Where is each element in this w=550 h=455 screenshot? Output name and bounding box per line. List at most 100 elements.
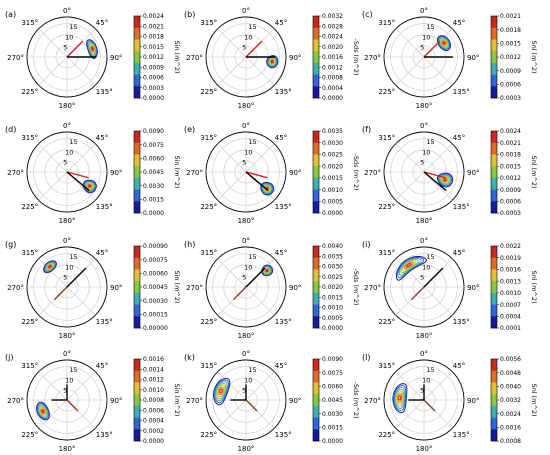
contour-level-6 (90, 45, 95, 52)
direction-tick-label: 315° (200, 134, 217, 142)
contour-level-7 (406, 263, 412, 268)
panel-label: (i) (362, 240, 370, 249)
angular-grid-line (38, 399, 68, 429)
colorbar-tick-label: 0.0015 (322, 425, 343, 432)
direction-line-1 (245, 171, 268, 179)
radial-tick-label: 10 (65, 33, 73, 41)
colorbar-tick-label: 0.0015 (322, 294, 343, 301)
direction-tick-label: 225° (378, 431, 395, 439)
radial-tick-label: 5 (242, 387, 246, 395)
radial-tick-label: 5 (420, 44, 424, 52)
colorbar-segment (491, 131, 497, 144)
contour-level-3 (439, 174, 451, 186)
colorbar-segment (491, 370, 497, 383)
colorbar-tick-label: 0.0018 (143, 34, 164, 41)
angular-grid-line (217, 371, 247, 401)
colorbar-segment (491, 281, 497, 294)
angular-grid-line (395, 56, 425, 86)
colorbar-tick-label: 0.0060 (143, 156, 164, 163)
colorbar-tick-label: 0.0000 (322, 95, 343, 102)
panel-label: (g) (5, 240, 16, 249)
colorbar-label: Sin (m^2) (173, 155, 181, 188)
colorbar-segment (313, 405, 319, 418)
colorbar-segment (134, 166, 140, 179)
colorbar-tick-label: 0.0015 (143, 197, 164, 204)
colorbar-segment (491, 201, 497, 214)
colorbar-segment (491, 429, 497, 442)
angular-grid-line (38, 171, 68, 201)
colorbar-segment (313, 86, 319, 99)
colorbar-segment (134, 142, 140, 155)
colorbar-tick-label: 0.0048 (500, 370, 521, 377)
direction-line-2 (66, 171, 90, 192)
contour-level-3 (84, 181, 95, 192)
contour-level-6 (87, 183, 92, 189)
angular-grid-line (423, 56, 453, 86)
direction-tick-label: 135° (275, 203, 292, 211)
contour-level-2 (214, 379, 229, 404)
direction-tick-label: 0° (63, 350, 71, 358)
colorbar-segment (491, 62, 497, 75)
colorbar-label: -Sds (m^2) (352, 268, 360, 305)
contour-level-1 (212, 377, 231, 406)
direction-tick-label: 90° (289, 284, 301, 292)
colorbar-segment (313, 429, 319, 442)
colorbar-tick-label: 0.0007 (500, 302, 521, 309)
direction-line-3 (66, 399, 79, 412)
colorbar-segment (491, 394, 497, 407)
colorbar-tick-label: 0.0003 (143, 85, 164, 92)
angular-grid-line (423, 371, 453, 401)
panel-a: 5 10 15 0° 45° 90° 135° 180° 225° 270° 315° (a) 0.00… (5, 7, 181, 110)
angular-grid-line (245, 286, 275, 316)
colorbar-tick-label: 0.0010 (322, 305, 343, 312)
colorbar-tick-label: 0.00060 (143, 271, 168, 278)
angular-grid-line (395, 371, 425, 401)
colorbar-segment (491, 257, 497, 270)
colorbar-label: -Sds (m^2) (352, 153, 360, 190)
direction-tick-label: 270° (7, 397, 24, 405)
panel-label: (b) (184, 10, 195, 19)
direction-tick-label: 90° (467, 397, 479, 405)
colorbar-segment (313, 269, 319, 282)
colorbar-segment (134, 359, 140, 372)
colorbar-tick-label: 0.0000 (143, 95, 164, 102)
contour-level-4 (439, 38, 449, 48)
direction-tick-label: 225° (378, 318, 395, 326)
direction-tick-label: 90° (467, 169, 479, 177)
colorbar-segment (313, 189, 319, 202)
colorbar-tick-label: 0.00090 (143, 243, 168, 250)
direction-tick-label: 90° (110, 397, 122, 405)
colorbar-label: Snl (m^2) (530, 155, 538, 188)
direction-line-1 (66, 40, 84, 58)
colorbar-tick-label: 0.0024 (143, 13, 164, 20)
colorbar-segment (134, 177, 140, 190)
direction-tick-label: 135° (275, 318, 292, 326)
colorbar-segment (134, 131, 140, 144)
colorbar-tick-label: 0.0008 (322, 75, 343, 82)
contour-level-4 (85, 182, 94, 191)
direction-tick-label: 0° (420, 7, 428, 15)
colorbar-tick-label: 0.0015 (500, 163, 521, 170)
panel-label: (l) (362, 353, 370, 362)
colorbar-segment (134, 246, 140, 259)
direction-tick-label: 0° (420, 237, 428, 245)
colorbar-segment (134, 74, 140, 87)
direction-line-1 (410, 286, 425, 301)
direction-tick-label: 135° (453, 203, 470, 211)
contour-level-6 (441, 40, 447, 46)
colorbar-tick-label: 0.0025 (322, 274, 343, 281)
angular-grid-line (38, 28, 68, 58)
colorbar-tick-label: 0.00030 (143, 298, 168, 305)
colorbar-segment (313, 304, 319, 317)
colorbar-segment (313, 131, 319, 144)
contour-level-6 (397, 393, 403, 403)
contour-level-6 (218, 386, 224, 396)
direction-tick-label: 0° (242, 122, 250, 130)
direction-tick-label: 225° (21, 431, 38, 439)
contour-level-1 (392, 383, 408, 414)
colorbar-segment (491, 405, 497, 418)
radial-tick-label: 10 (422, 263, 430, 271)
angular-grid-line (66, 56, 96, 86)
colorbar-tick-label: 0.0021 (143, 23, 164, 30)
